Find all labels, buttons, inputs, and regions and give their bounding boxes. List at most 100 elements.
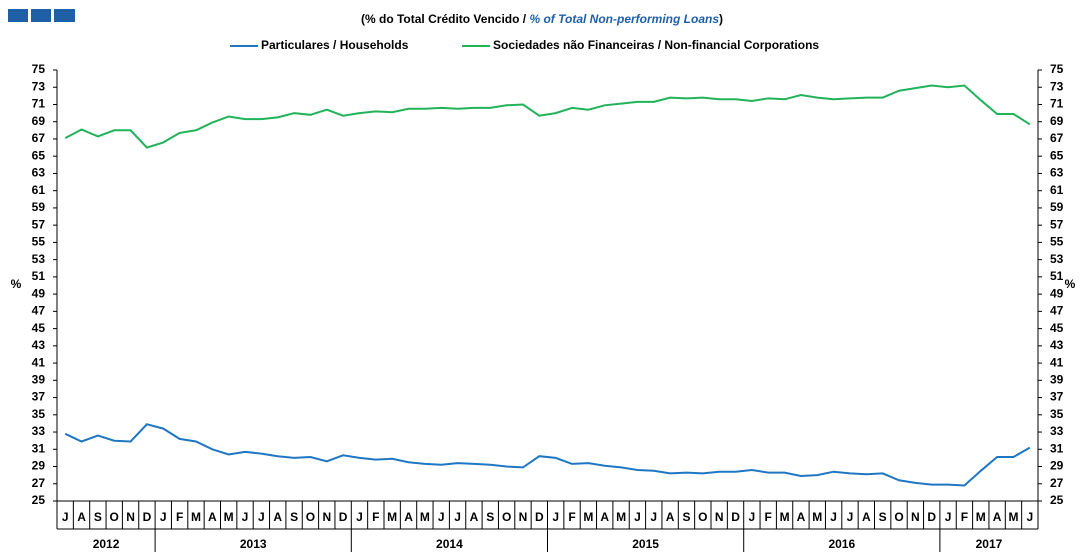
year-label: 2012 bbox=[93, 537, 120, 551]
y-tick-label: 45 bbox=[32, 321, 46, 335]
x-tick-label: F bbox=[765, 510, 772, 524]
x-tick-label: J bbox=[650, 510, 657, 524]
y-tick-label: 67 bbox=[32, 131, 46, 145]
y2-tick-label: 67 bbox=[1050, 131, 1064, 145]
x-tick-label: M bbox=[583, 510, 593, 524]
x-tick-label: M bbox=[616, 510, 626, 524]
y2-tick-label: 47 bbox=[1050, 304, 1064, 318]
y-tick-label: 69 bbox=[32, 114, 46, 128]
x-tick-label: J bbox=[945, 510, 952, 524]
x-tick-label: S bbox=[290, 510, 298, 524]
y2-tick-label: 75 bbox=[1050, 62, 1064, 76]
y2-tick-label: 39 bbox=[1050, 372, 1064, 386]
y-tick-label: 25 bbox=[32, 493, 46, 507]
x-tick-label: M bbox=[780, 510, 790, 524]
year-label: 2014 bbox=[436, 537, 463, 551]
y2-tick-label: 29 bbox=[1050, 459, 1064, 473]
x-tick-label: F bbox=[176, 510, 183, 524]
x-tick-label: A bbox=[862, 510, 871, 524]
x-tick-label: J bbox=[356, 510, 363, 524]
x-tick-label: J bbox=[160, 510, 167, 524]
y-axis-label: % bbox=[11, 277, 22, 291]
y2-tick-label: 51 bbox=[1050, 269, 1064, 283]
y-tick-label: 65 bbox=[32, 148, 46, 162]
y-tick-label: 59 bbox=[32, 200, 46, 214]
series-line bbox=[64, 84, 1031, 149]
y-tick-label: 73 bbox=[32, 79, 46, 93]
x-tick-label: O bbox=[306, 510, 315, 524]
y-tick-label: 53 bbox=[32, 252, 46, 266]
y-tick-label: 35 bbox=[32, 407, 46, 421]
x-tick-label: S bbox=[486, 510, 494, 524]
y2-tick-label: 63 bbox=[1050, 166, 1064, 180]
y2-tick-label: 37 bbox=[1050, 390, 1064, 404]
y2-tick-label: 49 bbox=[1050, 286, 1064, 300]
x-tick-label: D bbox=[927, 510, 936, 524]
x-tick-label: M bbox=[1008, 510, 1018, 524]
y2-tick-label: 71 bbox=[1050, 97, 1064, 111]
year-label: 2016 bbox=[828, 537, 855, 551]
y-tick-label: 57 bbox=[32, 217, 46, 231]
x-tick-label: J bbox=[258, 510, 265, 524]
x-tick-label: O bbox=[698, 510, 707, 524]
x-tick-label: O bbox=[502, 510, 511, 524]
y2-tick-label: 69 bbox=[1050, 114, 1064, 128]
x-tick-label: N bbox=[911, 510, 920, 524]
year-label: 2013 bbox=[240, 537, 267, 551]
x-tick-label: J bbox=[1026, 510, 1033, 524]
y-tick-label: 47 bbox=[32, 304, 46, 318]
y2-tick-label: 61 bbox=[1050, 183, 1064, 197]
y-tick-label: 33 bbox=[32, 424, 46, 438]
x-tick-label: J bbox=[847, 510, 854, 524]
y2-tick-label: 53 bbox=[1050, 252, 1064, 266]
logo-block bbox=[54, 9, 75, 22]
x-tick-label: J bbox=[242, 510, 249, 524]
title-part: ) bbox=[719, 12, 723, 26]
x-tick-label: J bbox=[552, 510, 559, 524]
series-line bbox=[64, 423, 1031, 487]
x-tick-label: A bbox=[404, 510, 413, 524]
title-part: % of Total Non-performing Loans bbox=[529, 12, 719, 26]
y2-tick-label: 45 bbox=[1050, 321, 1064, 335]
x-tick-label: M bbox=[420, 510, 430, 524]
y2-tick-label: 25 bbox=[1050, 493, 1064, 507]
y2-tick-label: 65 bbox=[1050, 148, 1064, 162]
y2-tick-label: 35 bbox=[1050, 407, 1064, 421]
x-tick-label: A bbox=[797, 510, 806, 524]
x-tick-label: O bbox=[110, 510, 119, 524]
y2-tick-label: 57 bbox=[1050, 217, 1064, 231]
x-tick-label: N bbox=[322, 510, 331, 524]
x-tick-label: A bbox=[208, 510, 217, 524]
y-tick-label: 39 bbox=[32, 372, 46, 386]
y2-tick-label: 41 bbox=[1050, 355, 1064, 369]
x-tick-label: D bbox=[535, 510, 544, 524]
x-tick-label: M bbox=[812, 510, 822, 524]
y2-tick-label: 59 bbox=[1050, 200, 1064, 214]
x-tick-label: J bbox=[438, 510, 445, 524]
x-tick-label: S bbox=[94, 510, 102, 524]
x-tick-label: A bbox=[470, 510, 479, 524]
x-tick-label: A bbox=[273, 510, 282, 524]
x-tick-label: A bbox=[666, 510, 675, 524]
y-tick-label: 41 bbox=[32, 355, 46, 369]
logo-block bbox=[31, 9, 51, 22]
x-tick-label: F bbox=[961, 510, 968, 524]
x-tick-label: O bbox=[894, 510, 903, 524]
y-tick-label: 51 bbox=[32, 269, 46, 283]
y-tick-label: 43 bbox=[32, 338, 46, 352]
legend-label: Particulares / Households bbox=[261, 38, 409, 52]
x-tick-label: D bbox=[339, 510, 348, 524]
y2-tick-label: 27 bbox=[1050, 476, 1064, 490]
y-tick-label: 27 bbox=[32, 476, 46, 490]
year-label: 2015 bbox=[632, 537, 659, 551]
x-tick-label: S bbox=[879, 510, 887, 524]
x-tick-label: M bbox=[224, 510, 234, 524]
chart-title: (% do Total Crédito Vencido / % of Total… bbox=[361, 12, 723, 26]
x-tick-label: A bbox=[600, 510, 609, 524]
x-tick-label: M bbox=[387, 510, 397, 524]
x-tick-label: F bbox=[568, 510, 575, 524]
x-tick-label: N bbox=[519, 510, 528, 524]
x-tick-label: N bbox=[126, 510, 135, 524]
x-tick-label: A bbox=[77, 510, 86, 524]
